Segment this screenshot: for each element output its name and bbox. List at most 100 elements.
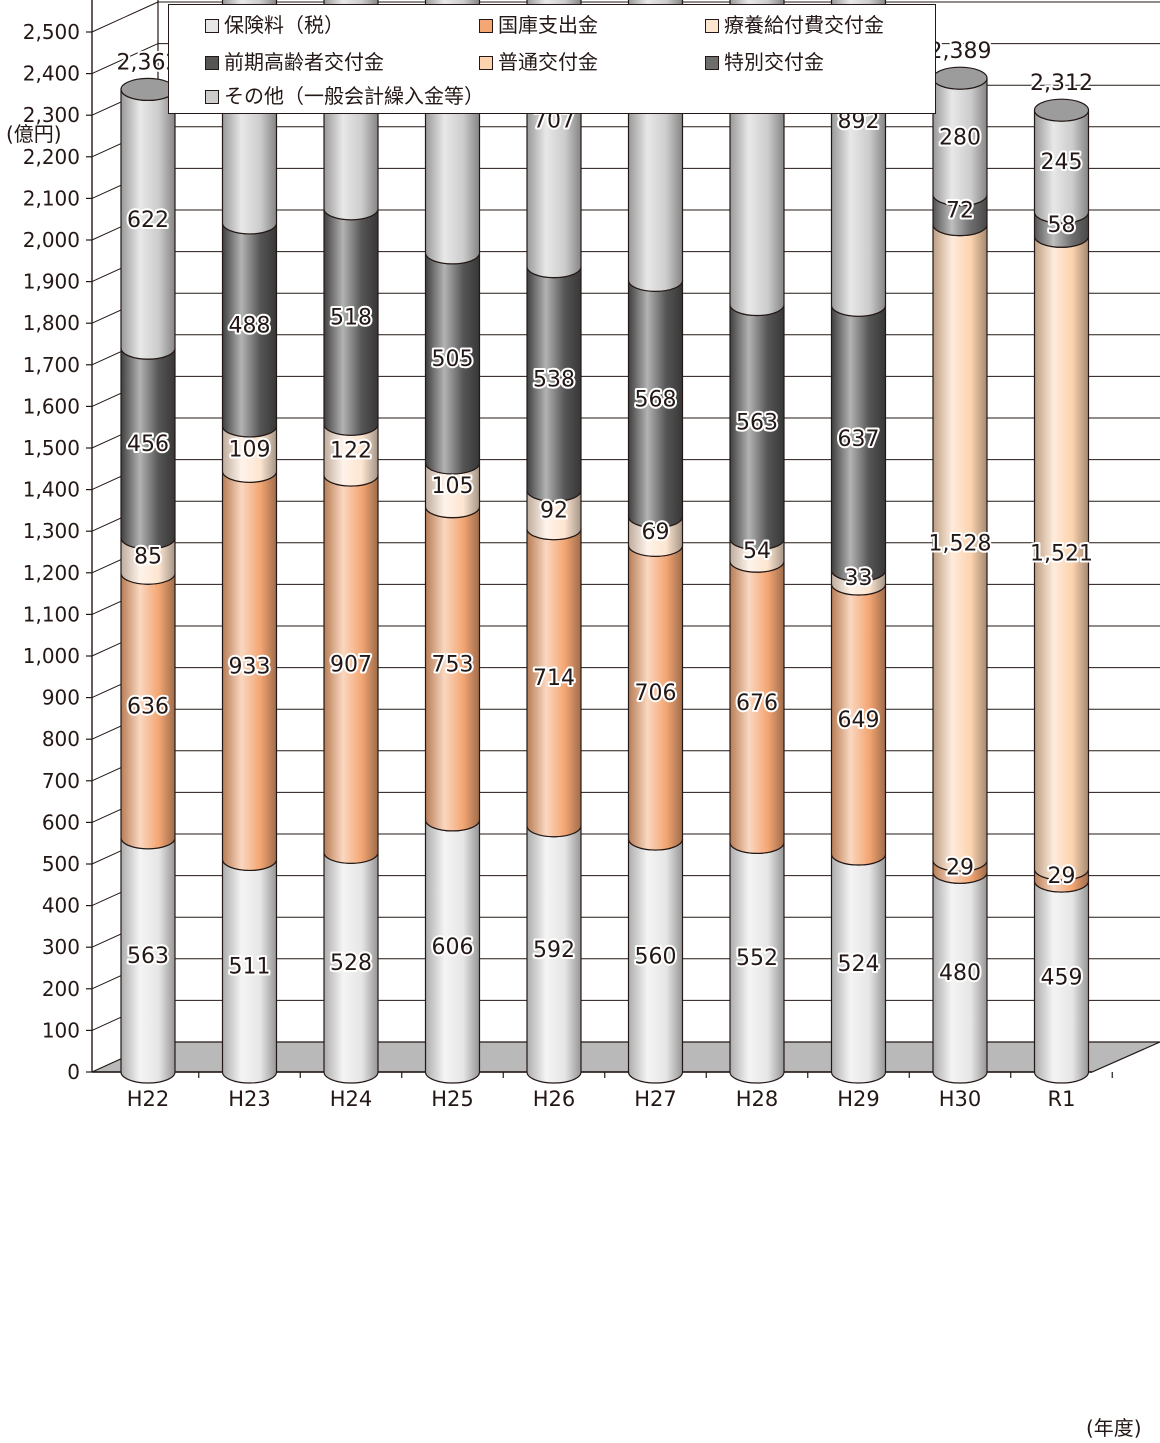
y-tick-label: 500 bbox=[42, 852, 80, 876]
data-label: 72 bbox=[946, 199, 974, 224]
y-tick-label: 2,000 bbox=[23, 228, 80, 252]
y-tick-label: 2,100 bbox=[23, 186, 80, 210]
legend-swatch-icon bbox=[479, 19, 493, 33]
y-axis-unit-label: (億円) bbox=[6, 122, 62, 146]
legend-item-special-grant: 特別交付金 bbox=[705, 50, 824, 74]
legend-item-early-elderly-grant: 前期高齢者交付金 bbox=[205, 50, 384, 74]
data-label: 538 bbox=[533, 368, 575, 393]
y-tick-label: 900 bbox=[42, 686, 80, 710]
y-tick-label: 300 bbox=[42, 935, 80, 959]
data-label: 649 bbox=[838, 708, 880, 733]
y-tick-label: 100 bbox=[42, 1018, 80, 1042]
data-label: 511 bbox=[229, 955, 271, 980]
data-label: 505 bbox=[432, 347, 474, 372]
y-tick-label: 800 bbox=[42, 727, 80, 751]
data-label: 245 bbox=[1041, 150, 1083, 175]
bar-H29 bbox=[830, 0, 887, 1084]
data-label: 524 bbox=[838, 952, 880, 977]
x-tick-label: H28 bbox=[736, 1087, 779, 1111]
y-tick-label: 2,200 bbox=[23, 145, 80, 169]
legend-swatch-icon bbox=[205, 90, 219, 104]
legend-label: その他（一般会計繰入金等） bbox=[224, 84, 484, 108]
y-tick-label: 1,100 bbox=[23, 602, 80, 626]
y-tick-label: 1,600 bbox=[23, 394, 80, 418]
legend-label: 保険料（税） bbox=[224, 13, 344, 37]
legend-label: 療養給付費交付金 bbox=[724, 13, 884, 37]
data-label: 109 bbox=[229, 438, 271, 463]
legend-swatch-icon bbox=[205, 19, 219, 33]
x-tick-label: H29 bbox=[837, 1087, 880, 1111]
gridline-side bbox=[91, 1, 159, 33]
gridline-side bbox=[91, 43, 159, 75]
data-label: 58 bbox=[1048, 213, 1076, 238]
bar-H25 bbox=[424, 0, 481, 1084]
total-label: 2,312 bbox=[1030, 71, 1093, 96]
bar-H24 bbox=[323, 0, 379, 1084]
data-label: 622 bbox=[127, 208, 169, 233]
bar-H30 bbox=[932, 66, 988, 1084]
y-tick-label: 1,700 bbox=[23, 353, 80, 377]
legend-swatch-icon bbox=[705, 19, 719, 33]
y-tick-label: 2,400 bbox=[23, 62, 80, 86]
y-tick-label: 1,300 bbox=[23, 519, 80, 543]
legend-swatch-icon bbox=[205, 56, 219, 70]
legend-item-medical-benefit-grant: 療養給付費交付金 bbox=[705, 13, 884, 37]
y-tick-label: 1,400 bbox=[23, 478, 80, 502]
data-label: 29 bbox=[946, 855, 974, 880]
y-tick-label: 200 bbox=[42, 977, 80, 1001]
y-tick-label: 0 bbox=[67, 1060, 80, 1084]
y-tick-label: 2,500 bbox=[23, 20, 80, 44]
data-label: 676 bbox=[736, 691, 778, 716]
data-label: 563 bbox=[127, 944, 169, 969]
data-label: 280 bbox=[939, 125, 981, 150]
data-label: 1,528 bbox=[929, 531, 992, 556]
bar-top-cap bbox=[1033, 98, 1090, 122]
data-label: 69 bbox=[642, 520, 670, 545]
y-tick-label: 2,600 bbox=[23, 0, 80, 2]
data-label: 606 bbox=[432, 935, 474, 960]
data-label: 459 bbox=[1041, 966, 1083, 991]
data-label: 592 bbox=[533, 938, 575, 963]
legend-label: 普通交付金 bbox=[498, 50, 598, 74]
x-tick-label: H26 bbox=[533, 1087, 576, 1111]
legend-item-national-treasury: 国庫支出金 bbox=[479, 13, 598, 37]
y-tick-label: 1,000 bbox=[23, 644, 80, 668]
data-label: 636 bbox=[127, 695, 169, 720]
legend-swatch-icon bbox=[705, 56, 719, 70]
bar-H26 bbox=[526, 0, 582, 1084]
data-label: 637 bbox=[838, 427, 880, 452]
data-label: 1,521 bbox=[1030, 542, 1093, 567]
legend: 保険料（税） 前期高齢者交付金 その他（一般会計繰入金等） 国庫支出金 普通交付… bbox=[168, 4, 936, 114]
data-label: 568 bbox=[635, 387, 677, 412]
y-tick-label: 1,900 bbox=[23, 270, 80, 294]
data-label: 456 bbox=[127, 432, 169, 457]
y-tick-label: 2,300 bbox=[23, 103, 80, 127]
y-tick-label: 1,200 bbox=[23, 561, 80, 585]
data-label: 122 bbox=[330, 439, 372, 464]
data-label: 753 bbox=[432, 652, 474, 677]
bar-H23 bbox=[221, 0, 278, 1084]
x-tick-label: R1 bbox=[1048, 1087, 1076, 1111]
y-tick-label: 1,500 bbox=[23, 436, 80, 460]
data-label: 552 bbox=[736, 946, 778, 971]
data-label: 714 bbox=[533, 666, 575, 691]
total-label: 2,389 bbox=[929, 39, 992, 64]
x-tick-label: H23 bbox=[228, 1087, 271, 1111]
data-label: 85 bbox=[134, 545, 162, 570]
y-tick-label: 1,800 bbox=[23, 311, 80, 335]
data-label: 706 bbox=[635, 681, 677, 706]
y-tick-label: 400 bbox=[42, 894, 80, 918]
x-tick-label: H27 bbox=[634, 1087, 677, 1111]
x-tick-label: H25 bbox=[431, 1087, 474, 1111]
legend-item-other: その他（一般会計繰入金等） bbox=[205, 84, 484, 108]
y-tick-label: 600 bbox=[42, 810, 80, 834]
data-label: 92 bbox=[540, 499, 568, 524]
data-label: 29 bbox=[1048, 864, 1076, 889]
data-label: 518 bbox=[330, 306, 372, 331]
legend-item-insurance-premium: 保険料（税） bbox=[205, 13, 344, 37]
data-label: 563 bbox=[736, 411, 778, 436]
data-label: 105 bbox=[432, 474, 474, 499]
x-tick-label: H22 bbox=[127, 1087, 170, 1111]
